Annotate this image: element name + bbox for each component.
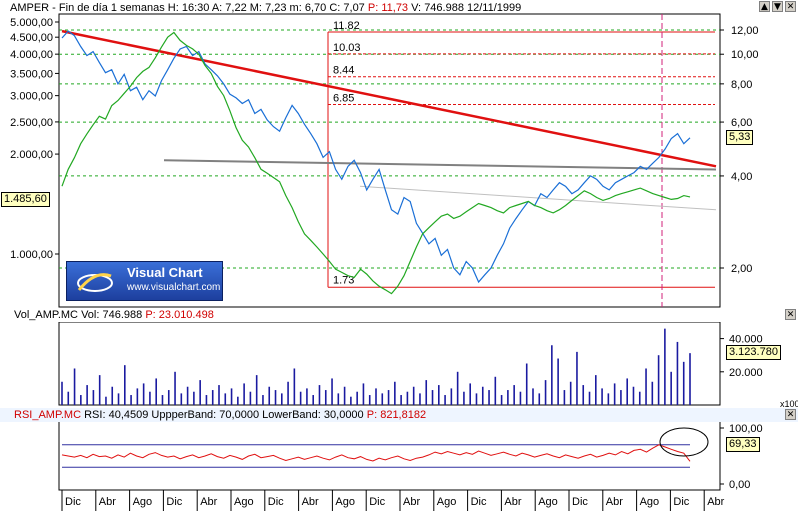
left-tick-label: 5.000,00 [10, 17, 53, 29]
fib-retracement: 11.82 10.03 8.44 6.85 1.73 [327, 14, 715, 307]
x-tick-label: Ago [538, 496, 558, 508]
close: 7,07 [343, 2, 365, 14]
amper-price-line [61, 30, 691, 284]
fib-level-label: 8.44 [333, 65, 354, 77]
x-tick-label: Dic [572, 496, 588, 508]
volume-name: Vol_AMP.MC [14, 309, 78, 321]
fib-level-label: 11.82 [333, 20, 360, 32]
price-panel-header: AMPER - Fin de día 1 semanas H: 16:30 A:… [0, 0, 798, 14]
x-tick-label: Abr [302, 496, 319, 508]
visual-chart-logo: Visual Chart www.visualchart.com [66, 261, 223, 301]
left-tick-label: 2.500,00 [10, 117, 53, 129]
left-tick-label: 3.000,00 [10, 91, 53, 103]
rsi-p: 821,8182 [380, 409, 427, 421]
fib-level-label: 6.85 [333, 92, 354, 104]
rsi-value: 40,4509 [108, 409, 149, 421]
rsi-panel-header: RSI_AMP.MC RSI: 40,4509 UppperBand: 70,0… [0, 408, 798, 422]
close-button[interactable]: ✕ [785, 1, 796, 12]
volume-value: 746.988 [424, 2, 464, 14]
logo-swoosh-icon [77, 273, 113, 292]
x-tick-label: Dic [471, 496, 487, 508]
rsi-upper: 70,0000 [219, 409, 260, 421]
volume-bars [61, 328, 691, 405]
volume-current: 746.988 [102, 309, 143, 321]
symbol: AMPER [10, 2, 50, 14]
rsi-tick-label: 0,00 [729, 479, 750, 491]
p-value: 11,73 [381, 2, 409, 14]
x-tick-label: Abr [403, 496, 420, 508]
horizontal-trendline [163, 159, 717, 171]
volume-close-button[interactable]: ✕ [785, 309, 796, 320]
x-tick-label: Ago [640, 496, 660, 508]
left-tick-label: 1.000,00 [10, 249, 53, 261]
right-tick-label: 8,00 [731, 79, 752, 91]
volume-panel-header: Vol_AMP.MC Vol: 746.988 P: 23.010.498 ✕ [0, 308, 798, 322]
volume-tick-label: 20.000 [729, 367, 763, 379]
x-tick-label: Abr [99, 496, 116, 508]
x-tick-label: Abr [707, 496, 724, 508]
x-tick-label: Ago [234, 496, 254, 508]
open: 7,22 [225, 2, 247, 14]
axis-ticks: 5.000,00 4.500,00 4.000,00 3.500,00 3.000,00… [10, 17, 762, 491]
rsi-tick-label: 100,00 [729, 423, 763, 435]
volume-p: 23.010.498 [158, 309, 214, 321]
rsi-line [61, 444, 691, 462]
volume-value-box: 3.123.780 [726, 345, 781, 360]
x-tick-label: Dic [268, 496, 284, 508]
rsi-lines [61, 444, 691, 468]
right-tick-label: 4,00 [731, 171, 752, 183]
x-tick-label: Dic [65, 496, 81, 508]
volume-tick-label: 40.000 [729, 334, 763, 346]
fib-level-label: 10.03 [333, 42, 361, 54]
right-tick-label: 6,00 [731, 117, 752, 129]
series [61, 30, 691, 295]
left-tick-label: 4.500,00 [10, 32, 53, 44]
x-tick-label: Abr [504, 496, 521, 508]
rsi-highlight-ellipse [659, 427, 709, 457]
x-tick-label: Abr [200, 496, 217, 508]
low: 6,70 [304, 2, 327, 14]
rsi-value-box: 69,33 [726, 437, 760, 452]
date: 12/11/1999 [467, 2, 522, 14]
index-line [61, 31, 691, 295]
volume-scale: x100 [780, 399, 798, 409]
scroll-down-button[interactable]: ▼ [772, 1, 783, 12]
x-tick-label: Ago [133, 496, 153, 508]
left-tick-label: 4.000,00 [10, 49, 53, 61]
scroll-up-button[interactable]: ▲ [759, 1, 770, 12]
hour: 16:30 [181, 2, 210, 14]
left-tick-label: 3.500,00 [10, 68, 53, 80]
rsi-lower: 30,0000 [323, 409, 364, 421]
left-price-box: 1.485,60 [1, 192, 50, 207]
rsi-plot-frame [58, 419, 721, 491]
x-axis: Dic Abr Ago Dic Abr Ago Dic Abr Ago Dic Abr Ago Dic A… [61, 490, 725, 511]
x-tick-label: Ago [335, 496, 355, 508]
rsi-close-button[interactable]: ✕ [785, 409, 796, 420]
rsi-name: RSI_AMP.MC [14, 409, 82, 421]
x-tick-label: Ago [437, 496, 457, 508]
fib-level-label: 1.73 [333, 274, 354, 286]
logo-title: Visual Chart [127, 265, 203, 280]
left-tick-label: 2.000,00 [10, 149, 53, 161]
x-tick-label: Dic [673, 496, 689, 508]
x-tick-label: Dic [166, 496, 182, 508]
right-tick-label: 10,00 [731, 49, 759, 61]
period: Fin de día 1 semanas [58, 2, 165, 14]
x-tick-label: Abr [606, 496, 623, 508]
x-tick-label: Dic [369, 496, 385, 508]
right-tick-label: 2,00 [731, 263, 752, 275]
right-tick-label: 12,00 [731, 25, 759, 37]
high: 7,23 [265, 2, 287, 14]
right-price-box: 5,33 [726, 130, 754, 145]
descending-trendline [61, 29, 717, 168]
logo-url: www.visualchart.com [127, 282, 221, 293]
